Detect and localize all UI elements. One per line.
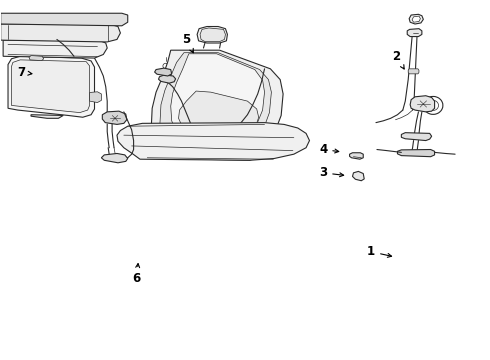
Polygon shape (200, 28, 225, 41)
Polygon shape (197, 27, 227, 43)
Polygon shape (3, 40, 107, 58)
Polygon shape (102, 111, 127, 125)
Polygon shape (29, 55, 44, 60)
Polygon shape (409, 14, 423, 24)
Polygon shape (31, 115, 63, 118)
Polygon shape (155, 68, 172, 76)
Text: 7: 7 (17, 66, 32, 79)
Polygon shape (352, 171, 364, 181)
Text: 5: 5 (182, 33, 193, 53)
Text: 4: 4 (319, 143, 339, 156)
Polygon shape (178, 91, 259, 138)
Polygon shape (349, 153, 363, 159)
Polygon shape (90, 92, 101, 103)
Polygon shape (159, 75, 175, 83)
Polygon shape (401, 133, 432, 140)
Polygon shape (0, 24, 121, 42)
Text: 3: 3 (319, 166, 343, 179)
Polygon shape (407, 29, 422, 37)
Polygon shape (101, 153, 128, 163)
Polygon shape (117, 123, 310, 160)
Polygon shape (410, 96, 435, 112)
Polygon shape (8, 56, 95, 117)
Polygon shape (408, 69, 419, 74)
Polygon shape (0, 13, 128, 26)
Polygon shape (11, 60, 90, 113)
Text: 2: 2 (392, 50, 404, 69)
Polygon shape (397, 149, 435, 157)
Text: 6: 6 (132, 264, 141, 285)
Text: 1: 1 (367, 245, 392, 258)
Polygon shape (160, 53, 271, 151)
Polygon shape (151, 50, 283, 160)
Polygon shape (412, 16, 420, 22)
Polygon shape (171, 54, 265, 143)
